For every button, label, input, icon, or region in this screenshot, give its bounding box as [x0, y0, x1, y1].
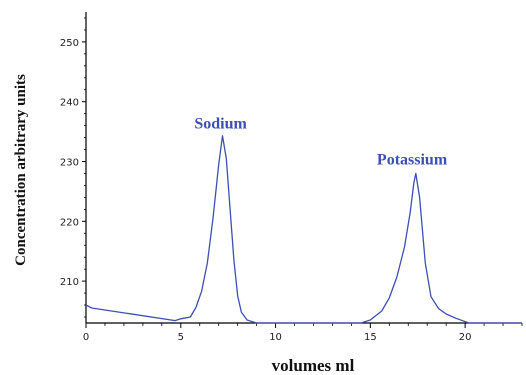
x-axis-title: volumes ml [272, 356, 355, 375]
x-tick-label: 5 [178, 332, 184, 343]
series-line [85, 135, 522, 324]
y-tick-label: 210 [60, 277, 79, 288]
x-axis: 0 5 10 15 20 [83, 322, 523, 343]
x-tick-label: 0 [83, 332, 89, 343]
x-tick-label: 15 [364, 332, 377, 343]
y-axis: 210 220 230 240 250 [60, 12, 87, 323]
y-axis-title: Concentration arbitrary units [13, 74, 29, 266]
y-tick-label: 240 [60, 98, 79, 109]
peak-label-sodium: Sodium [194, 116, 247, 133]
x-tick-label: 20 [459, 332, 472, 343]
y-tick-label: 250 [60, 38, 79, 49]
annotations: Sodium Potassium [194, 116, 447, 169]
x-tick-label: 10 [269, 332, 282, 343]
series-group [85, 135, 522, 324]
y-tick-label: 230 [60, 158, 79, 169]
peak-label-potassium: Potassium [377, 152, 448, 169]
y-tick-label: 220 [60, 217, 79, 228]
